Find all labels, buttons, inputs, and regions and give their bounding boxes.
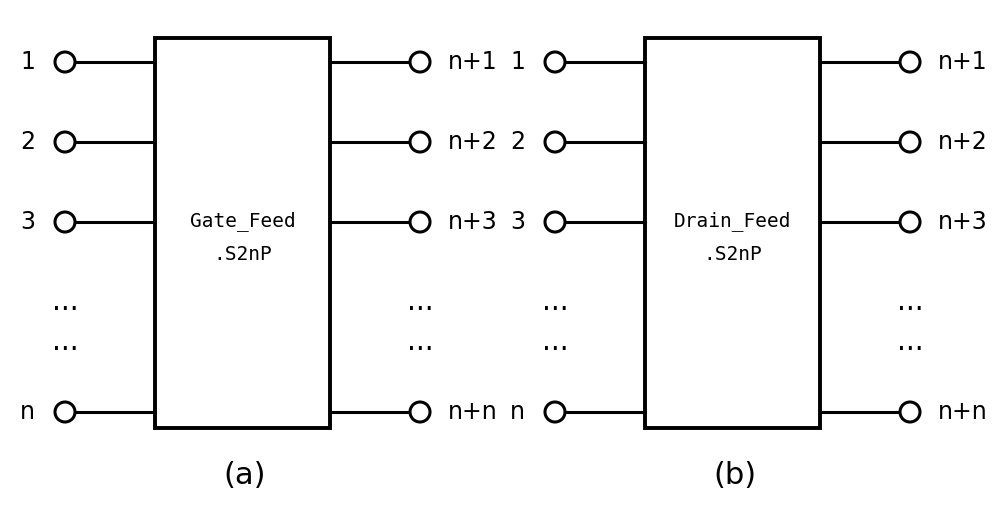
Circle shape bbox=[900, 52, 920, 72]
Text: 2: 2 bbox=[20, 130, 35, 154]
Circle shape bbox=[900, 402, 920, 422]
Text: Drain_Feed: Drain_Feed bbox=[674, 211, 791, 231]
Text: ...: ... bbox=[407, 328, 433, 356]
Circle shape bbox=[410, 402, 430, 422]
Text: (a): (a) bbox=[224, 461, 266, 489]
Text: ...: ... bbox=[897, 328, 923, 356]
Circle shape bbox=[545, 212, 565, 232]
Circle shape bbox=[55, 132, 75, 152]
Text: ...: ... bbox=[407, 288, 433, 316]
Text: (b): (b) bbox=[713, 461, 757, 489]
Text: ...: ... bbox=[52, 328, 78, 356]
Text: n+3: n+3 bbox=[938, 210, 988, 234]
Circle shape bbox=[545, 402, 565, 422]
Text: 2: 2 bbox=[510, 130, 525, 154]
Text: 3: 3 bbox=[20, 210, 35, 234]
Text: n+1: n+1 bbox=[448, 50, 498, 74]
Text: .S2nP: .S2nP bbox=[703, 246, 762, 265]
Text: Gate_Feed: Gate_Feed bbox=[190, 211, 295, 231]
Circle shape bbox=[55, 402, 75, 422]
Circle shape bbox=[410, 52, 430, 72]
Text: n+n: n+n bbox=[448, 400, 498, 424]
Text: n+2: n+2 bbox=[938, 130, 988, 154]
Text: n: n bbox=[510, 400, 525, 424]
Text: 1: 1 bbox=[20, 50, 35, 74]
Text: ...: ... bbox=[542, 328, 568, 356]
Circle shape bbox=[410, 212, 430, 232]
Circle shape bbox=[900, 132, 920, 152]
Circle shape bbox=[55, 52, 75, 72]
Text: n+2: n+2 bbox=[448, 130, 498, 154]
Text: n+3: n+3 bbox=[448, 210, 498, 234]
Circle shape bbox=[545, 132, 565, 152]
Circle shape bbox=[900, 212, 920, 232]
Text: n: n bbox=[20, 400, 35, 424]
Circle shape bbox=[545, 52, 565, 72]
Text: ...: ... bbox=[52, 288, 78, 316]
Text: .S2nP: .S2nP bbox=[213, 246, 272, 265]
Text: ...: ... bbox=[897, 288, 923, 316]
Text: n+n: n+n bbox=[938, 400, 988, 424]
Circle shape bbox=[55, 212, 75, 232]
Text: n+1: n+1 bbox=[938, 50, 988, 74]
Bar bbox=[645, 38, 820, 428]
Text: 1: 1 bbox=[510, 50, 525, 74]
Text: 3: 3 bbox=[510, 210, 525, 234]
Text: ...: ... bbox=[542, 288, 568, 316]
Circle shape bbox=[410, 132, 430, 152]
Bar bbox=[155, 38, 330, 428]
